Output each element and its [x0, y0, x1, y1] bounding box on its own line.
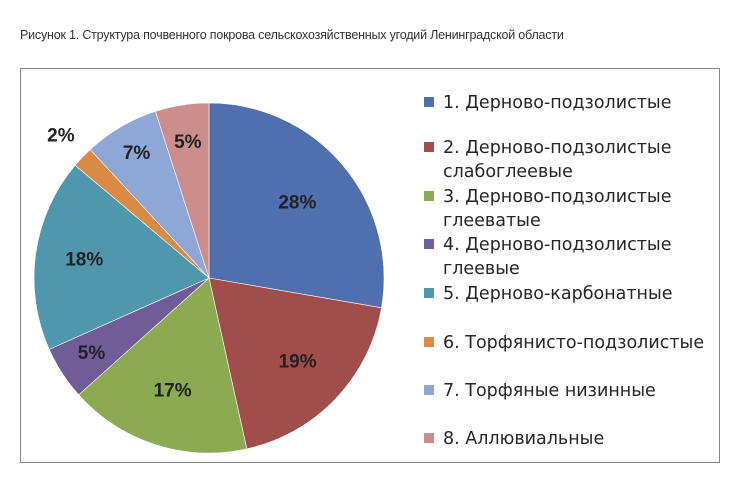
- chart-legend: 1. Дерново-подзолистые 2. Дерново-подзоли…: [424, 69, 724, 464]
- legend-swatch-4: [424, 239, 434, 249]
- pie-slice-1: [208, 102, 385, 309]
- slice-label-5: 18%: [65, 249, 103, 270]
- legend-label-1: 1. Дерново-подзолистые: [443, 93, 672, 113]
- slice-label-1: 28%: [278, 193, 316, 214]
- legend-swatch-5: [424, 288, 434, 298]
- slice-label-8: 5%: [174, 132, 202, 153]
- pie-slice-3: [78, 277, 248, 454]
- legend-swatch-2: [424, 142, 434, 152]
- pie-slice-8: [155, 102, 210, 279]
- legend-swatch-6: [424, 337, 434, 347]
- legend-label-6: 6. Торфянисто-подзолистые: [443, 333, 705, 353]
- legend-swatch-1: [424, 97, 434, 107]
- slice-label-2: 19%: [279, 352, 317, 373]
- legend-swatch-8: [424, 433, 434, 443]
- pie-slice-5: [33, 164, 210, 350]
- legend-label-4: 4. Дерново-подзолистые глеевые: [443, 235, 672, 279]
- legend-label-2: 2. Дерново-подзолистые слабоглеевые: [443, 138, 672, 182]
- pie-chart: 28% 19% 17% 5% 18% 2% 7% 5%: [33, 102, 385, 454]
- pie-slice-2: [208, 277, 382, 450]
- legend-label-7: 7. Торфяные низинные: [443, 381, 656, 401]
- chart-frame: 28% 19% 17% 5% 18% 2% 7% 5% 1. Дерново-подзолис…: [20, 68, 720, 463]
- legend-label-3: 3. Дерново-подзолистые глееватые: [443, 187, 672, 231]
- slice-label-3: 17%: [154, 380, 192, 401]
- slice-label-6: 2%: [47, 126, 75, 147]
- legend-label-5: 5. Дерново-карбонатные: [443, 284, 673, 304]
- legend-label-8: 8. Аллювиальные: [443, 429, 605, 449]
- legend-swatch-3: [424, 191, 434, 201]
- figure-caption: Рисунок 1. Структура почвенного покрова …: [20, 28, 564, 42]
- slice-label-7: 7%: [123, 143, 151, 164]
- slice-label-4: 5%: [78, 343, 106, 364]
- legend-swatch-7: [424, 385, 434, 395]
